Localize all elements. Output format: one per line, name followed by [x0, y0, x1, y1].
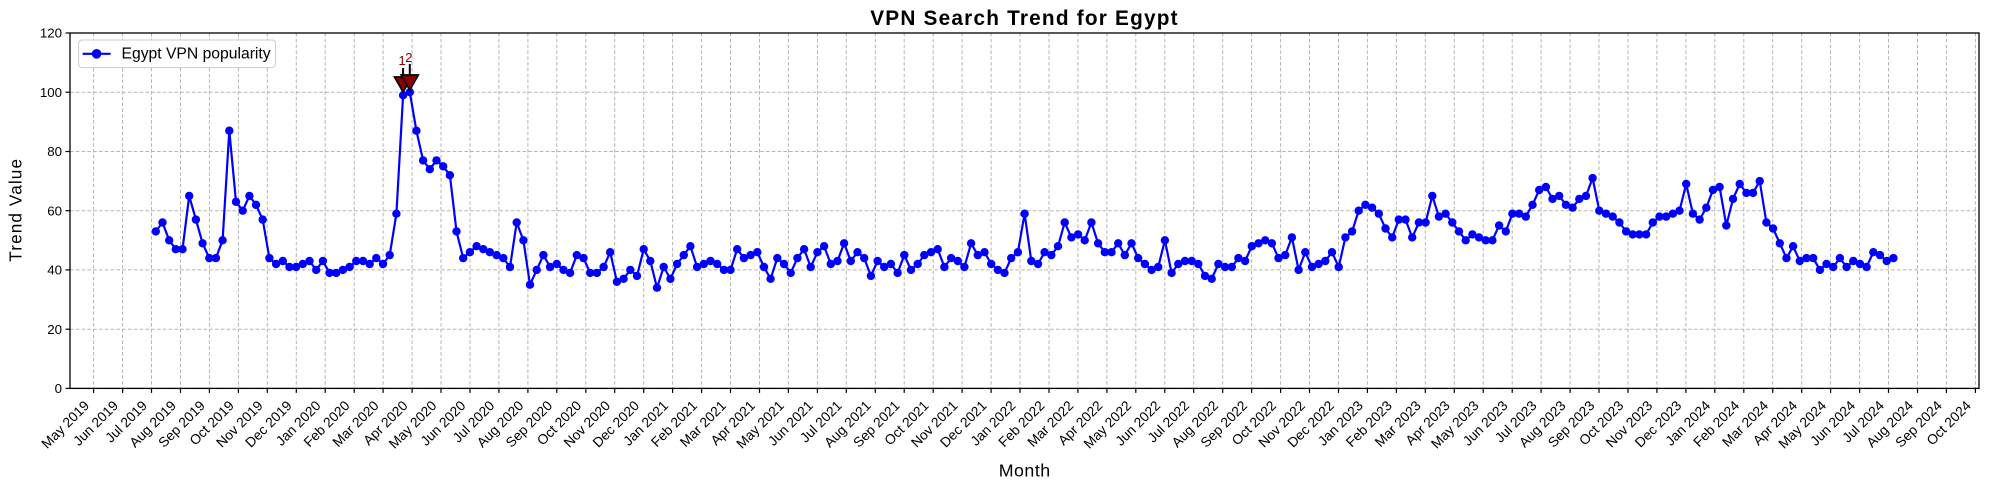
svg-text:40: 40	[47, 263, 62, 278]
svg-text:20: 20	[47, 322, 62, 337]
svg-text:VPN Search Trend for Egypt: VPN Search Trend for Egypt	[870, 7, 1179, 30]
svg-text:100: 100	[40, 85, 62, 100]
svg-text:0: 0	[55, 381, 62, 396]
svg-text:60: 60	[47, 203, 62, 218]
svg-text:1: 1	[398, 53, 405, 68]
svg-text:2: 2	[405, 50, 412, 65]
svg-text:Egypt VPN popularity: Egypt VPN popularity	[122, 46, 271, 63]
svg-text:Month: Month	[999, 460, 1051, 480]
svg-text:Trend Value: Trend Value	[6, 158, 26, 262]
svg-text:120: 120	[40, 26, 62, 41]
svg-text:80: 80	[47, 144, 62, 159]
